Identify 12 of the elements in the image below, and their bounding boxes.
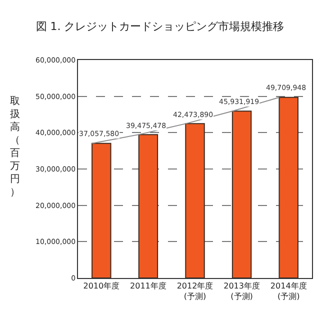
x-tick-label: 2013年度(予測) [224, 282, 260, 301]
x-tick-label: 2014年度(予測) [270, 282, 307, 301]
y-axis-title: 取扱高（百万円） [10, 96, 20, 198]
chart-title: 図 1. クレジットカードショッピング市場規模推移 [36, 20, 284, 34]
bar [232, 110, 252, 278]
x-tick-label: 2010年度 [83, 282, 120, 291]
bar [278, 96, 298, 278]
bar [92, 142, 112, 278]
x-tick-label: 2011年度 [130, 282, 166, 291]
bar [138, 134, 158, 278]
bar [185, 123, 205, 278]
x-tick-label: 2012年度(予測) [176, 282, 214, 301]
